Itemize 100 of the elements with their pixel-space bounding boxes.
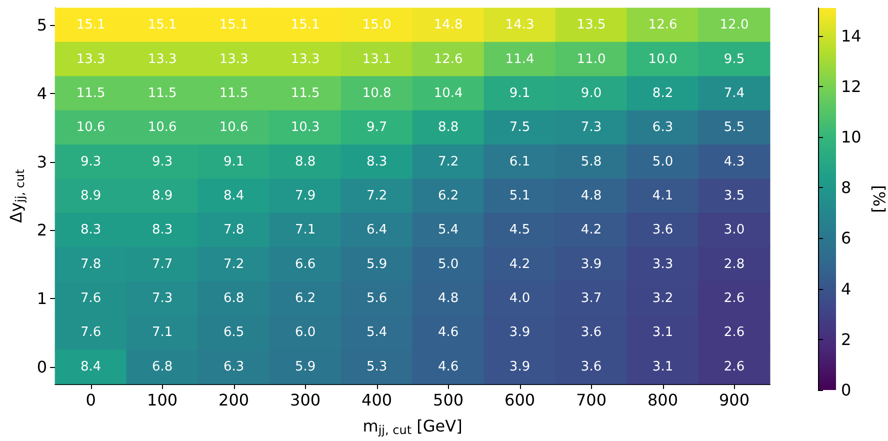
data-label: 7.2 (366, 188, 388, 204)
y-tick-label: 2 (36, 220, 48, 240)
data-label: 13.3 (219, 52, 248, 67)
data-label: 4.2 (509, 256, 530, 272)
data-label: 6.3 (652, 120, 674, 136)
data-label: 7.7 (152, 256, 173, 272)
data-label: 15.0 (362, 18, 392, 33)
data-label: 3.0 (724, 222, 745, 238)
data-label: 4.6 (438, 325, 459, 340)
data-label: 7.3 (152, 291, 173, 306)
color-bar-label: 8 (841, 178, 852, 198)
data-label: 15.1 (148, 18, 177, 33)
data-label: 5.0 (438, 256, 459, 272)
data-label: 6.0 (294, 325, 316, 340)
data-label: 3.3 (652, 256, 674, 272)
data-label: 2.8 (724, 256, 745, 272)
y-tick-label: 1 (36, 289, 48, 308)
data-label: 8.8 (438, 120, 459, 136)
data-label: 12.0 (720, 18, 749, 33)
data-label: 6.8 (152, 359, 173, 374)
data-label: 9.7 (366, 120, 388, 136)
data-label: 10.8 (362, 86, 392, 101)
color-bar-title: [%] (870, 185, 888, 213)
data-label: 13.3 (290, 52, 320, 67)
data-label: 5.9 (366, 256, 388, 272)
data-label: 7.5 (509, 120, 530, 136)
data-label: 3.9 (509, 325, 530, 340)
data-label: 10.6 (219, 120, 248, 136)
y-tick-label: 0 (36, 357, 48, 376)
x-tick-label: 800 (647, 390, 678, 410)
data-label: 11.5 (76, 86, 106, 101)
data-label: 12.6 (648, 18, 678, 33)
data-label: 12.6 (434, 52, 463, 67)
data-label: 8.8 (294, 154, 316, 170)
data-label: 3.9 (509, 359, 530, 374)
data-label: 11.4 (505, 52, 534, 67)
data-label: 5.5 (724, 120, 745, 136)
data-label: 10.6 (76, 120, 106, 136)
data-label: 5.8 (580, 154, 602, 170)
data-label: 11.5 (148, 86, 177, 101)
data-label: 8.4 (223, 188, 244, 204)
data-label: 8.3 (80, 222, 102, 238)
data-label: 8.4 (80, 359, 102, 374)
data-label: 11.5 (219, 86, 248, 101)
data-label: 5.1 (509, 188, 530, 204)
data-label: 8.2 (652, 86, 674, 101)
data-label: 4.8 (438, 291, 459, 306)
color-bar-label: 4 (841, 279, 852, 298)
data-label: 2.6 (724, 325, 745, 340)
data-label: 7.9 (294, 188, 316, 204)
data-label: 9.0 (580, 86, 602, 101)
data-label: 6.8 (223, 291, 244, 306)
data-label: 2.6 (724, 291, 745, 306)
data-label: 9.1 (509, 86, 530, 101)
data-label: 7.6 (80, 291, 102, 306)
x-tick-label: 500 (433, 390, 464, 410)
color-bar-label: 2 (841, 330, 852, 349)
color-bar-label: 10 (841, 128, 862, 147)
data-label: 4.2 (580, 222, 602, 238)
y-tick-label: 3 (36, 152, 48, 172)
data-label: 14.3 (505, 18, 534, 33)
data-label: 7.8 (80, 256, 102, 272)
data-label: 6.1 (509, 154, 530, 170)
data-label: 6.5 (223, 325, 244, 340)
data-label: 4.8 (580, 188, 602, 204)
data-label: 15.1 (219, 18, 248, 33)
y-tick-label: 5 (36, 16, 48, 35)
data-label: 14.8 (434, 18, 463, 33)
data-label: 5.9 (294, 359, 316, 374)
y-axis-title: Δyjj, cut (6, 168, 27, 223)
data-label: 7.6 (80, 325, 102, 340)
data-label: 3.5 (724, 188, 745, 204)
data-label: 4.1 (652, 188, 674, 204)
data-label: 7.8 (223, 222, 244, 238)
data-label: 4.0 (509, 291, 530, 306)
color-bar-label: 12 (841, 76, 862, 96)
data-label: 13.3 (148, 52, 177, 67)
data-label: 7.4 (724, 86, 745, 101)
data-label: 3.1 (652, 359, 674, 374)
data-label: 3.6 (652, 222, 674, 238)
data-label: 8.9 (152, 188, 173, 204)
data-label: 8.3 (152, 222, 173, 238)
x-tick-label: 200 (218, 390, 250, 410)
x-tick-label: 400 (362, 390, 392, 410)
data-label: 5.4 (366, 325, 388, 340)
data-label: 6.3 (223, 359, 244, 374)
data-label: 9.3 (80, 154, 102, 170)
y-tick-label: 4 (36, 84, 48, 103)
data-label: 7.2 (438, 154, 459, 170)
data-label: 4.5 (509, 222, 530, 238)
data-label: 7.1 (152, 325, 173, 340)
data-label: 15.1 (76, 18, 106, 33)
data-label: 4.6 (438, 359, 459, 374)
data-label: 6.4 (366, 222, 388, 238)
data-label: 3.6 (580, 359, 602, 374)
data-label: 3.1 (652, 325, 674, 340)
data-label: 4.3 (724, 154, 745, 170)
data-label: 9.5 (724, 52, 745, 67)
data-label: 3.2 (652, 291, 674, 306)
data-label: 3.7 (580, 291, 602, 306)
